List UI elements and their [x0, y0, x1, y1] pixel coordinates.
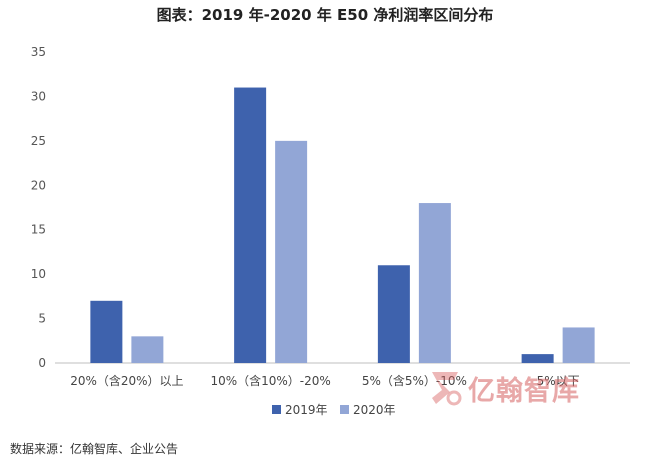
y-tick-label: 10	[31, 267, 46, 281]
bar-2020年-1	[275, 140, 308, 363]
x-category-label: 10%（含10%）-20%	[210, 373, 330, 388]
legend-swatch	[272, 405, 281, 414]
y-tick-label: 30	[31, 89, 46, 103]
y-tick-label: 0	[38, 356, 46, 370]
y-axis-ticks: 0 5 10 15 20 25 30 35	[31, 45, 46, 370]
bar-2019年-0	[90, 300, 123, 363]
bar-2020年-2	[418, 203, 451, 363]
x-category-label: 20%（含20%）以上	[70, 373, 183, 388]
y-tick-label: 15	[31, 223, 46, 237]
source-note: 数据来源：亿翰智库、企业公告	[10, 442, 179, 456]
watermark-text: 亿翰智库	[468, 375, 580, 407]
y-tick-label: 5	[38, 312, 46, 326]
legend-label: 2020年	[353, 403, 396, 417]
y-tick-label: 35	[31, 45, 46, 59]
chart-title: 图表：2019 年-2020 年 E50 净利润率区间分布	[156, 6, 494, 24]
x-category-label: 5%以下	[537, 374, 580, 388]
legend: 2019年 2020年	[272, 403, 396, 417]
bar-2019年-2	[377, 265, 410, 363]
x-category-label: 5%（含5%）-10%	[362, 373, 467, 388]
category-labels: 20%（含20%）以上 10%（含10%）-20% 5%（含5%）-10% 5%以下	[70, 373, 579, 388]
bars	[90, 87, 595, 364]
y-tick-label: 25	[31, 134, 46, 148]
bar-2020年-0	[131, 336, 164, 363]
legend-label: 2019年	[285, 403, 328, 417]
bar-2019年-3	[521, 354, 554, 363]
legend-swatch	[340, 405, 349, 414]
bar-2020年-3	[562, 327, 595, 363]
yihan-logo-icon	[432, 372, 462, 406]
watermark: 亿翰智库	[428, 364, 580, 412]
y-tick-label: 20	[31, 178, 46, 192]
bar-2019年-1	[234, 87, 267, 364]
